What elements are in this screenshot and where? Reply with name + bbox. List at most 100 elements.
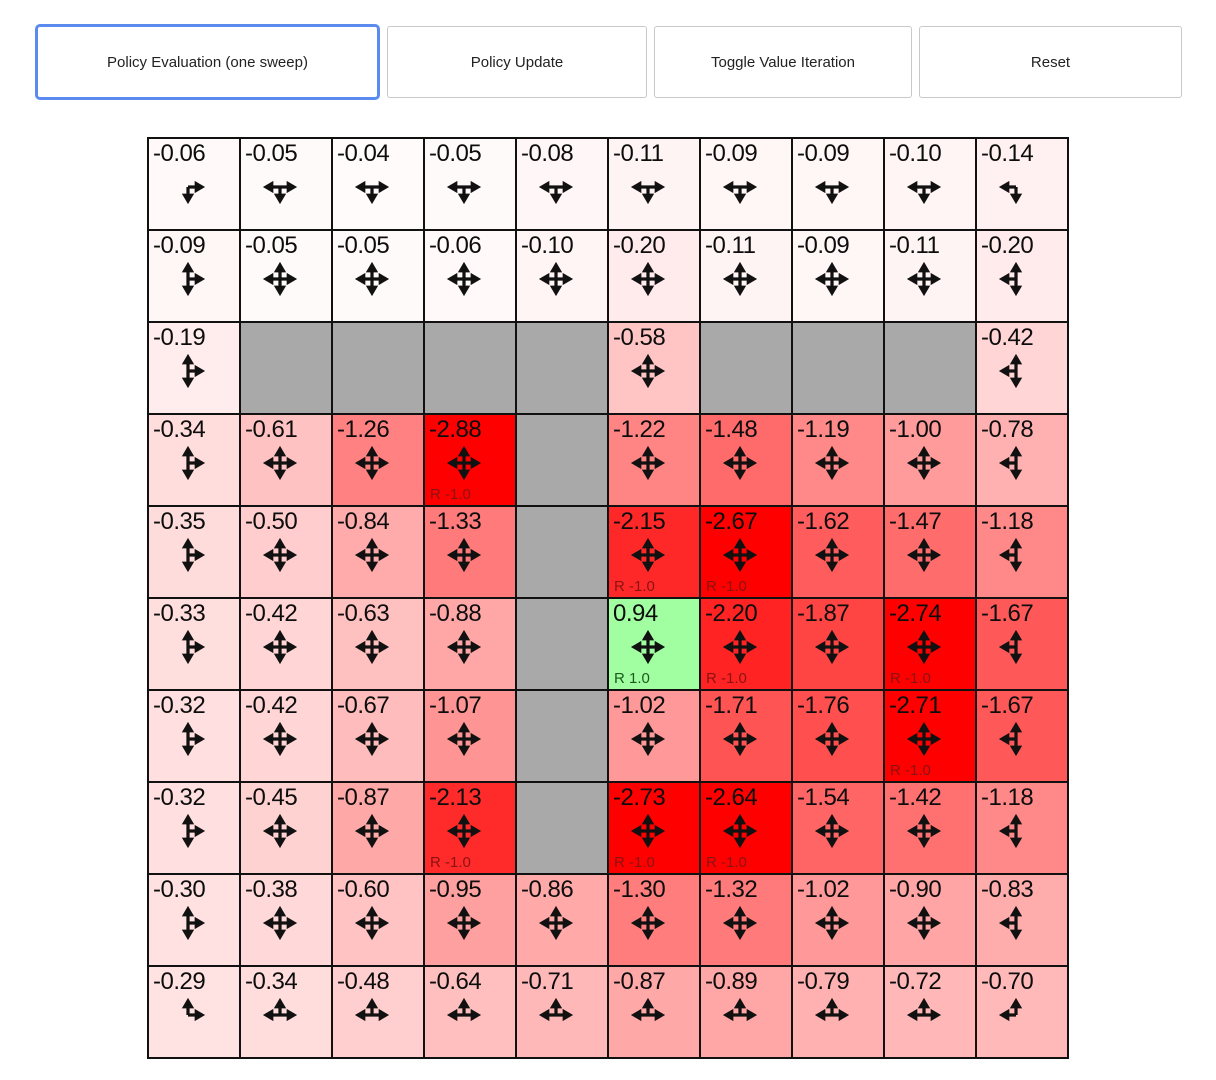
policy-arrow-icon bbox=[181, 997, 206, 1022]
policy-update-button[interactable]: Policy Update bbox=[387, 26, 647, 98]
grid-cell: -0.09 bbox=[793, 139, 883, 229]
policy-arrow-icon bbox=[181, 261, 206, 297]
cell-value: -0.79 bbox=[797, 968, 850, 995]
policy-arrow-icon bbox=[722, 445, 758, 481]
policy-arrow-icon bbox=[354, 537, 390, 573]
cell-value: -0.95 bbox=[429, 876, 482, 903]
policy-arrow-icon bbox=[538, 261, 574, 297]
cell-value: -0.67 bbox=[337, 692, 390, 719]
reset-button[interactable]: Reset bbox=[919, 26, 1182, 98]
policy-arrow-icon bbox=[906, 721, 942, 757]
policy-arrow-icon bbox=[262, 721, 298, 757]
grid-wall-cell bbox=[333, 323, 423, 413]
cell-value: -0.09 bbox=[705, 140, 758, 167]
cell-value: -0.09 bbox=[797, 140, 850, 167]
cell-value: -0.05 bbox=[245, 140, 298, 167]
toolbar: Policy Evaluation (one sweep) Policy Upd… bbox=[35, 24, 1182, 100]
cell-value: -1.87 bbox=[797, 600, 850, 627]
policy-arrow-icon bbox=[630, 813, 666, 849]
policy-evaluation-button[interactable]: Policy Evaluation (one sweep) bbox=[35, 24, 380, 100]
cell-value: -0.30 bbox=[153, 876, 206, 903]
policy-arrow-icon bbox=[814, 261, 850, 297]
grid-cell: -1.00 bbox=[885, 415, 975, 505]
grid-cell: -1.54 bbox=[793, 783, 883, 873]
cell-value: -0.11 bbox=[705, 232, 756, 259]
cell-reward-label: R -1.0 bbox=[430, 854, 471, 871]
grid-cell: -0.70 bbox=[977, 967, 1067, 1057]
cell-value: -0.04 bbox=[337, 140, 390, 167]
policy-arrow-icon bbox=[722, 813, 758, 849]
policy-arrow-icon bbox=[446, 445, 482, 481]
cell-value: -1.32 bbox=[705, 876, 758, 903]
grid-cell: -1.18 bbox=[977, 783, 1067, 873]
cell-value: -0.20 bbox=[981, 232, 1034, 259]
policy-arrow-icon bbox=[906, 813, 942, 849]
cell-value: -1.18 bbox=[981, 508, 1034, 535]
policy-arrow-icon bbox=[814, 629, 850, 665]
grid-cell: -0.38 bbox=[241, 875, 331, 965]
grid-cell: -0.10 bbox=[885, 139, 975, 229]
cell-value: -2.20 bbox=[705, 600, 758, 627]
policy-arrow-icon bbox=[998, 905, 1023, 941]
cell-value: -1.18 bbox=[981, 784, 1034, 811]
grid-wall-cell bbox=[517, 691, 607, 781]
cell-value: -0.63 bbox=[337, 600, 390, 627]
toggle-value-iteration-button[interactable]: Toggle Value Iteration bbox=[654, 26, 912, 98]
cell-value: -0.35 bbox=[153, 508, 206, 535]
cell-reward-label: R 1.0 bbox=[614, 670, 650, 687]
grid-cell: -1.42 bbox=[885, 783, 975, 873]
policy-arrow-icon bbox=[181, 353, 206, 389]
grid-cell: -0.79 bbox=[793, 967, 883, 1057]
cell-value: -0.64 bbox=[429, 968, 482, 995]
grid-cell: -0.05 bbox=[333, 231, 423, 321]
policy-arrow-icon bbox=[998, 813, 1023, 849]
cell-value: -0.50 bbox=[245, 508, 298, 535]
cell-value: -2.71 bbox=[889, 692, 942, 719]
policy-arrow-icon bbox=[998, 445, 1023, 481]
cell-value: -0.05 bbox=[337, 232, 390, 259]
grid-cell: -2.64 R -1.0 bbox=[701, 783, 791, 873]
cell-value: -0.38 bbox=[245, 876, 298, 903]
cell-reward-label: R -1.0 bbox=[706, 670, 747, 687]
grid-cell: -0.95 bbox=[425, 875, 515, 965]
policy-arrow-icon bbox=[998, 180, 1023, 205]
grid-cell: -2.20 R -1.0 bbox=[701, 599, 791, 689]
grid-cell: -1.26 bbox=[333, 415, 423, 505]
grid-cell: -0.83 bbox=[977, 875, 1067, 965]
cell-value: -0.90 bbox=[889, 876, 942, 903]
grid-cell: -1.76 bbox=[793, 691, 883, 781]
grid-cell: -1.18 bbox=[977, 507, 1067, 597]
grid-cell: -0.60 bbox=[333, 875, 423, 965]
grid-cell: -0.87 bbox=[609, 967, 699, 1057]
cell-value: -0.58 bbox=[613, 324, 666, 351]
cell-value: -0.88 bbox=[429, 600, 482, 627]
gridworld-grid: -0.06 -0.05 -0.04 -0.05 -0.08 -0.11 -0.09 -0.09… bbox=[147, 137, 1069, 1059]
grid-cell: -0.10 bbox=[517, 231, 607, 321]
cell-value: -0.34 bbox=[153, 416, 206, 443]
grid-wall-cell bbox=[425, 323, 515, 413]
policy-arrow-icon bbox=[446, 813, 482, 849]
cell-value: -2.15 bbox=[613, 508, 666, 535]
grid-cell: -0.14 bbox=[977, 139, 1067, 229]
cell-value: -1.02 bbox=[797, 876, 850, 903]
policy-arrow-icon bbox=[181, 445, 206, 481]
grid-cell: -2.71 R -1.0 bbox=[885, 691, 975, 781]
grid-cell: -0.11 bbox=[609, 139, 699, 229]
grid-wall-cell bbox=[517, 507, 607, 597]
cell-value: -0.71 bbox=[521, 968, 574, 995]
grid-cell: -0.58 bbox=[609, 323, 699, 413]
policy-arrow-icon bbox=[262, 180, 298, 205]
cell-value: -1.33 bbox=[429, 508, 482, 535]
policy-arrow-icon bbox=[630, 180, 666, 205]
policy-arrow-icon bbox=[262, 997, 298, 1022]
policy-arrow-icon bbox=[354, 905, 390, 941]
policy-arrow-icon bbox=[538, 997, 574, 1022]
policy-arrow-icon bbox=[906, 629, 942, 665]
grid-cell: -0.19 bbox=[149, 323, 239, 413]
grid-wall-cell bbox=[793, 323, 883, 413]
grid-cell: -0.30 bbox=[149, 875, 239, 965]
policy-arrow-icon bbox=[181, 537, 206, 573]
cell-value: -0.89 bbox=[705, 968, 758, 995]
grid-cell: -0.09 bbox=[701, 139, 791, 229]
grid-cell: -0.42 bbox=[241, 691, 331, 781]
